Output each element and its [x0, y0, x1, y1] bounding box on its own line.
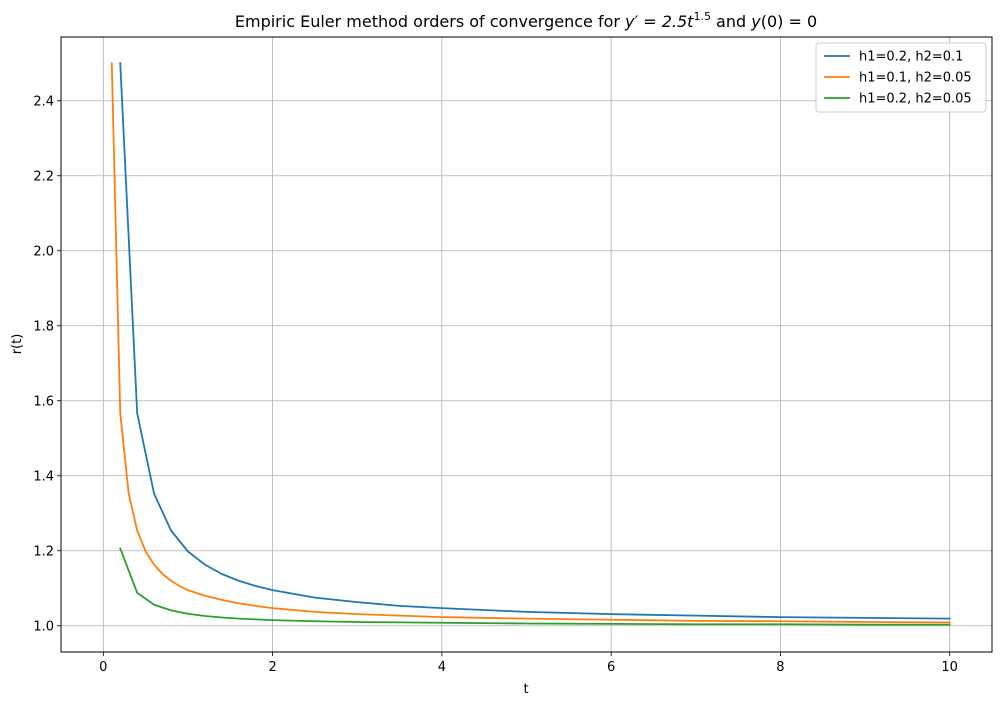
x-tick-label: 4: [438, 660, 446, 675]
y-tick-label: 1.2: [33, 544, 54, 559]
y-tick-label: 2.4: [33, 94, 54, 109]
x-tick-label: 2: [268, 660, 276, 675]
y-tick-label: 2.0: [33, 244, 54, 259]
legend-label-3: h1=0.2, h2=0.05: [859, 92, 972, 107]
y-tick-label: 1.8: [33, 319, 54, 334]
chart-title: Empiric Euler method orders of convergen…: [235, 10, 817, 31]
y-tick-label: 2.2: [33, 169, 54, 184]
title-mid: and: [711, 12, 751, 31]
series-line-2: [110, 62, 951, 624]
series-line-1: [119, 62, 951, 620]
y-tick-label: 1.0: [33, 619, 54, 634]
title-eq1-exp: 1.5: [693, 10, 711, 23]
title-eq2-func: y: [750, 12, 761, 31]
grid: [61, 37, 992, 652]
series-lines: [110, 62, 951, 626]
y-axis-label: r(t): [10, 334, 25, 355]
y-axis-ticks: 1.0 1.2 1.4 1.6 1.8 2.0 2.2 2.4: [33, 94, 61, 634]
title-eq2-rest: (0) = 0: [761, 12, 817, 31]
legend: h1=0.2, h2=0.1 h1=0.1, h2=0.05 h1=0.2, h2=…: [815, 42, 987, 113]
x-axis-ticks: 0 2 4 6 8 10: [99, 652, 958, 675]
x-tick-label: 6: [607, 660, 615, 675]
x-tick-label: 0: [99, 660, 107, 675]
legend-label-2: h1=0.1, h2=0.05: [859, 71, 972, 86]
series-line-3: [119, 547, 951, 626]
plot-frame: [60, 36, 993, 653]
y-tick-label: 1.6: [33, 394, 54, 409]
title-prefix: Empiric Euler method orders of convergen…: [235, 12, 625, 31]
x-tick-label: 10: [941, 660, 958, 675]
x-axis-label: t: [523, 682, 528, 697]
y-tick-label: 1.4: [33, 469, 54, 484]
title-eq1-var: t: [687, 12, 694, 31]
title-eq1-lhs: y′ = 2.5: [624, 12, 687, 31]
legend-label-1: h1=0.2, h2=0.1: [859, 50, 963, 65]
x-tick-label: 8: [776, 660, 784, 675]
legend-frame: [815, 42, 987, 113]
